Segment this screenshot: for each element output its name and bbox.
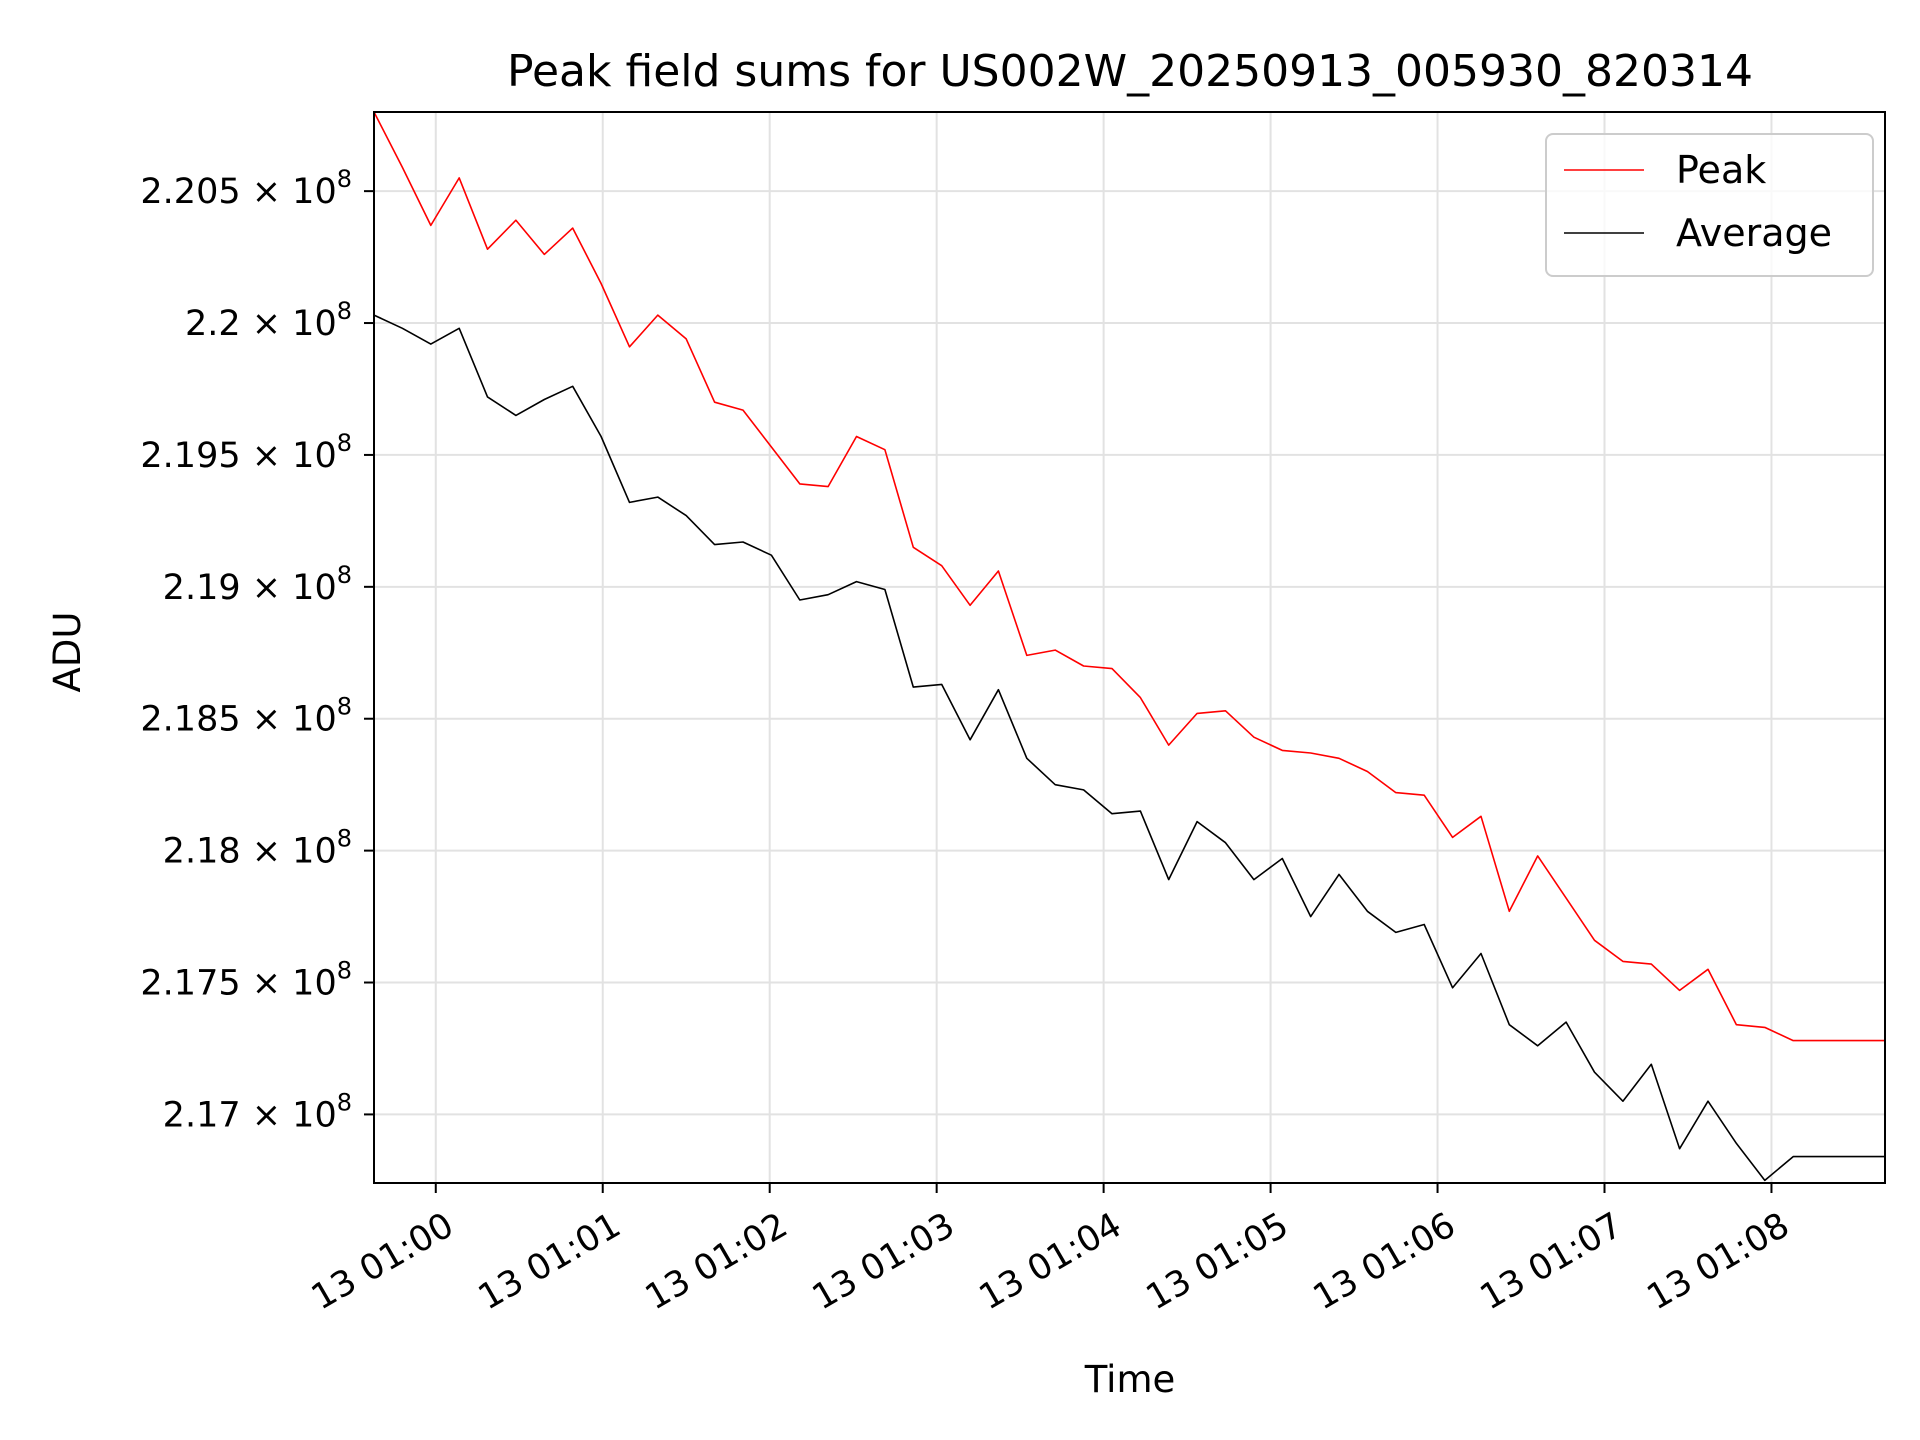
chart-title: Peak field sums for US002W_20250913_0059… bbox=[507, 46, 1753, 97]
y-tick-label: 2.205 × 108 bbox=[140, 165, 352, 212]
y-tick-label: 2.175 × 108 bbox=[140, 957, 352, 1004]
legend: Peak Average bbox=[1545, 133, 1874, 277]
y-tick-label: 2.185 × 108 bbox=[140, 693, 352, 740]
series-line-average bbox=[373, 314, 1885, 1182]
series-lines bbox=[373, 111, 1885, 1182]
y-axis-label: ADU bbox=[46, 612, 89, 693]
y-axis-ticks: 2.17 × 108 2.175 × 108 2.18 × 108 2.185 × 1… bbox=[140, 165, 374, 1135]
x-axis-label: Time bbox=[1084, 1358, 1176, 1401]
y-tick-label: 2.17 × 108 bbox=[163, 1088, 352, 1135]
legend-label-average: Average bbox=[1676, 211, 1832, 255]
plot-frame bbox=[373, 111, 1886, 1184]
y-tick-label: 2.19 × 108 bbox=[163, 561, 352, 608]
y-tick-label: 2.2 × 108 bbox=[185, 297, 352, 344]
y-tick-label: 2.18 × 108 bbox=[163, 825, 352, 872]
legend-label-peak: Peak bbox=[1676, 148, 1766, 192]
y-tick-label: 2.195 × 108 bbox=[140, 429, 352, 476]
series-line-peak bbox=[373, 111, 1885, 1042]
gridlines bbox=[374, 112, 1885, 1183]
